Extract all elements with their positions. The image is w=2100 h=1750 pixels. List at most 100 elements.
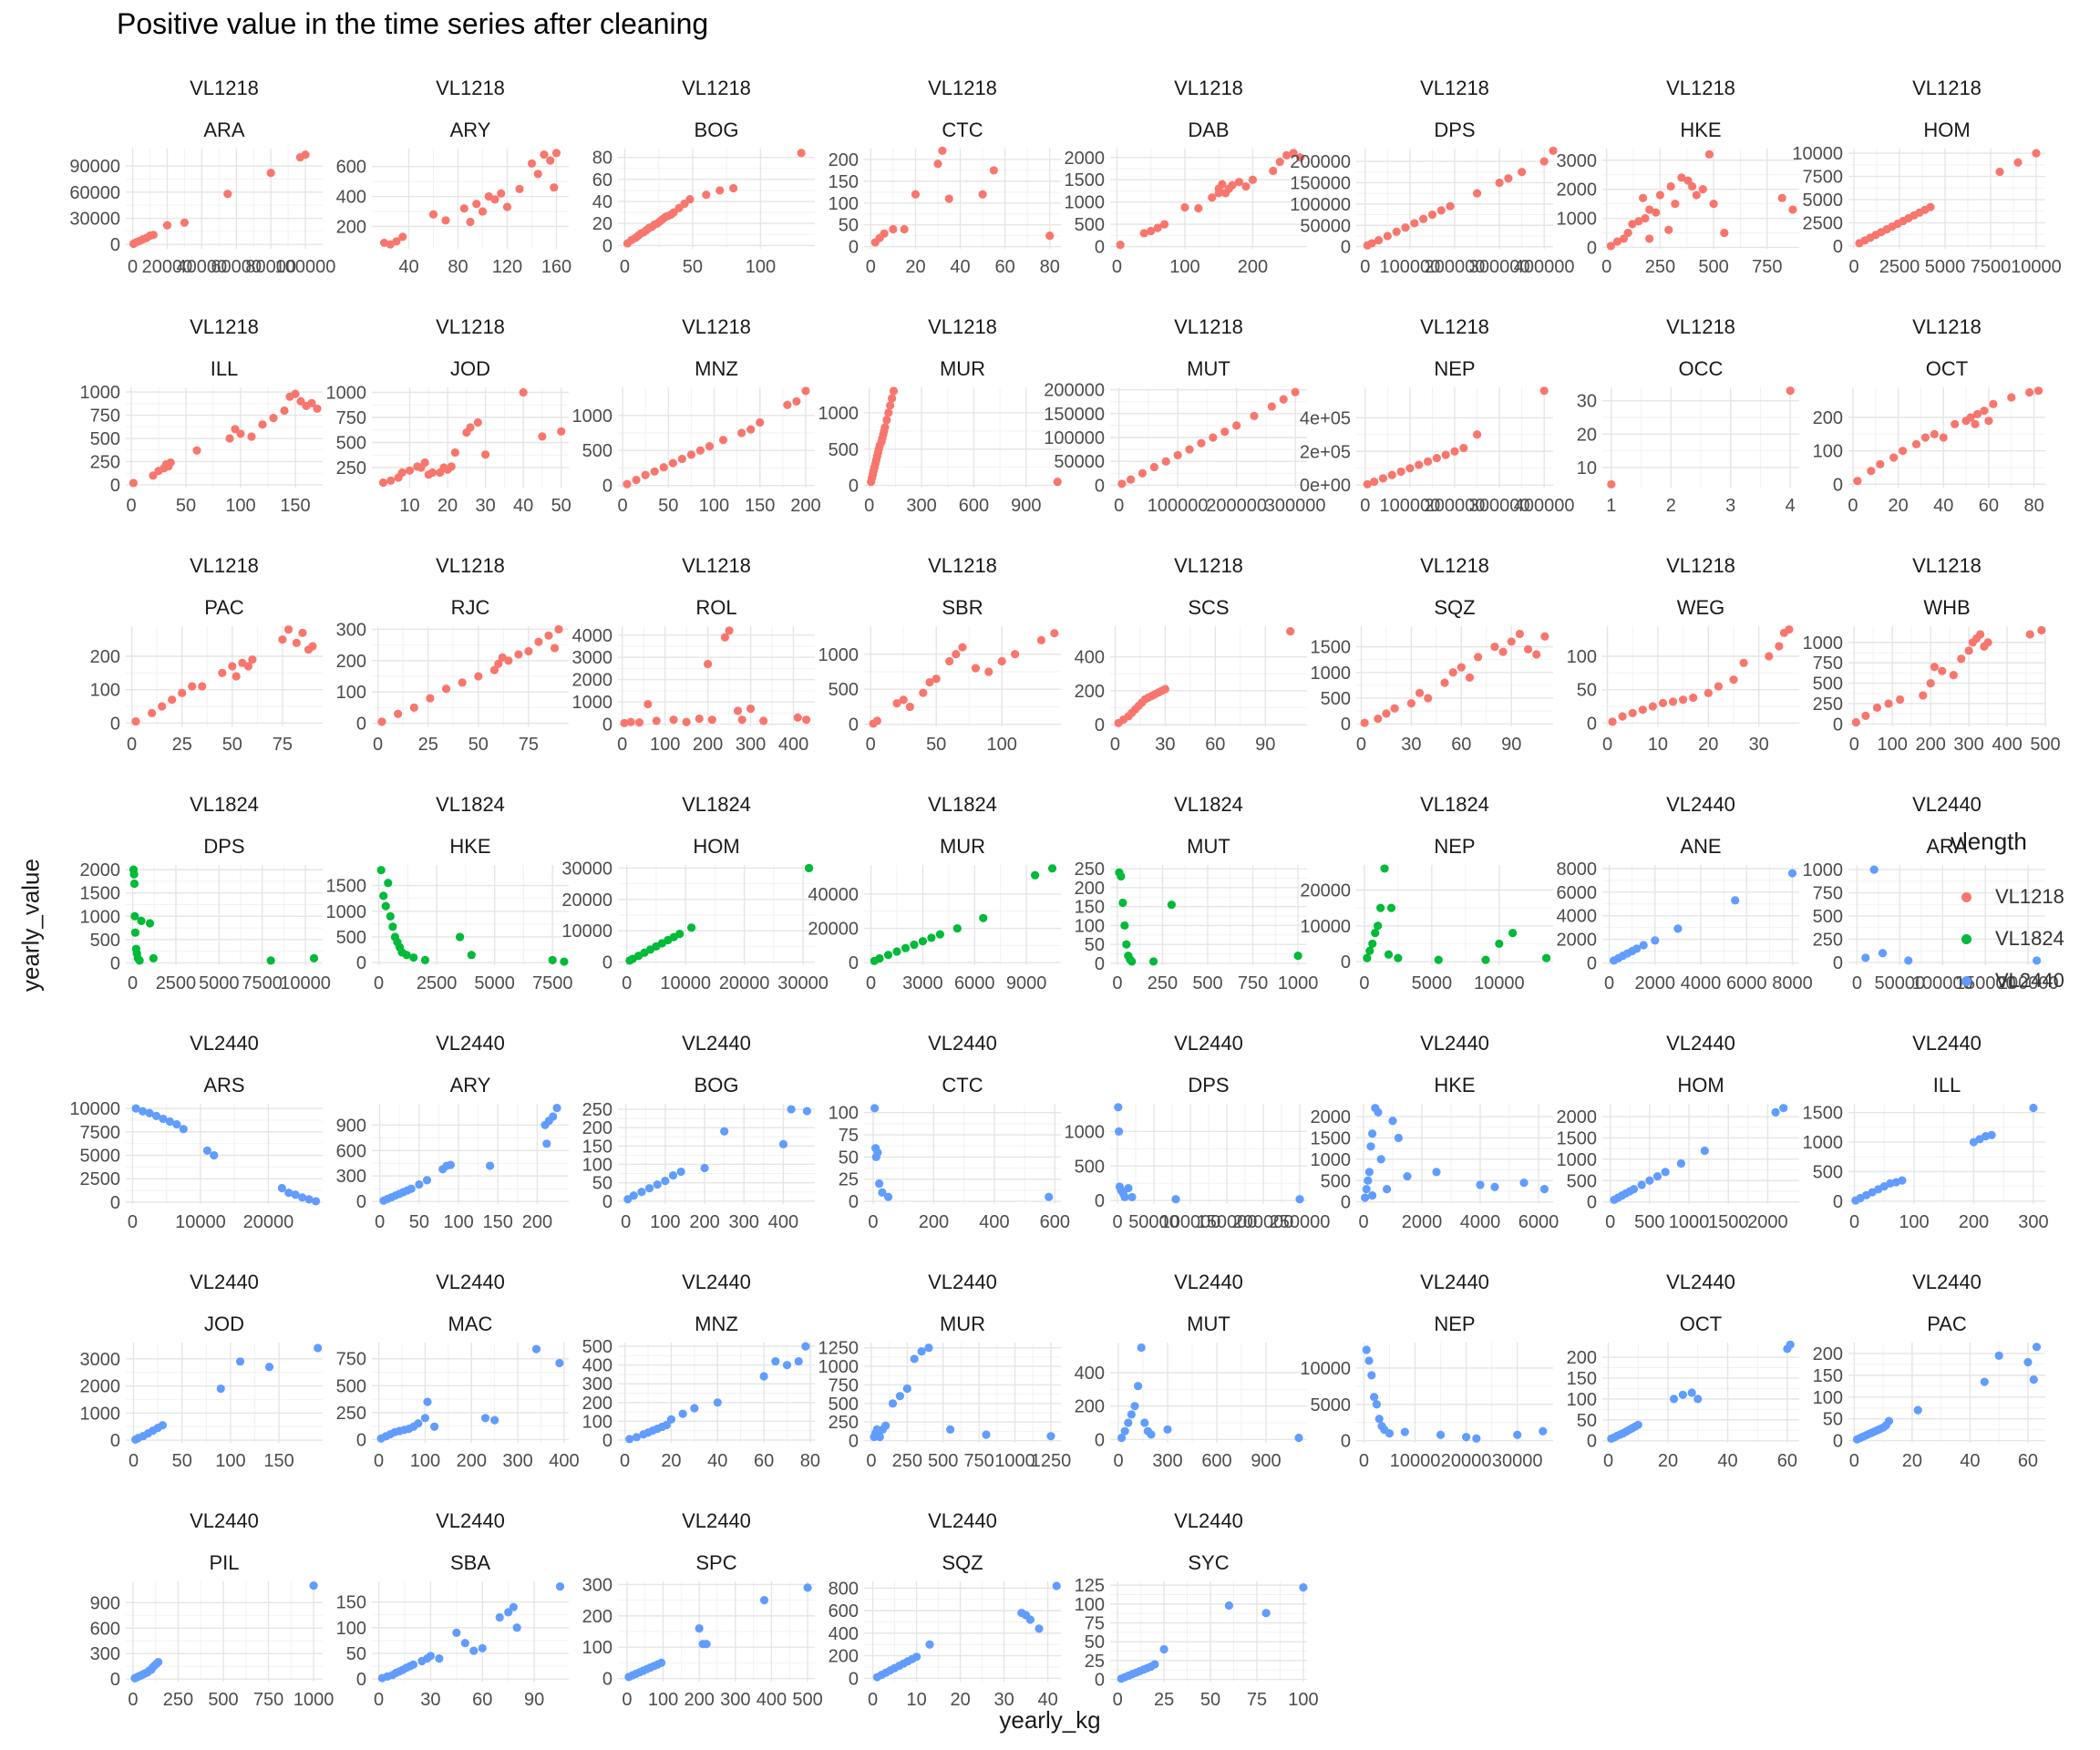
- data-point: [682, 717, 691, 726]
- data-point: [1269, 166, 1278, 176]
- data-point: [1011, 650, 1020, 659]
- x-tick-label: 0: [866, 1451, 876, 1471]
- y-tick-label: 0: [849, 953, 859, 973]
- y-tick-label: 500: [1321, 689, 1351, 709]
- data-point: [1150, 1660, 1159, 1669]
- data-point: [883, 951, 893, 960]
- data-point: [1448, 668, 1457, 677]
- x-tick-label: 50: [172, 1451, 192, 1471]
- data-point: [1515, 629, 1524, 639]
- data-point: [1632, 944, 1642, 953]
- data-point: [1911, 439, 1921, 448]
- data-point: [902, 1384, 911, 1394]
- strip-label-species: ILL: [211, 357, 239, 380]
- data-point: [1436, 206, 1446, 215]
- data-point: [695, 714, 704, 724]
- strip-label-vlength: VL1218: [928, 315, 997, 338]
- data-point: [1374, 714, 1383, 724]
- data-point: [466, 423, 475, 432]
- x-tick-label: 100: [1878, 735, 1908, 755]
- x-tick-label: 100: [746, 257, 776, 277]
- data-point: [129, 479, 138, 488]
- x-tick-label: 200: [1959, 1212, 1989, 1232]
- data-point: [504, 656, 513, 665]
- data-point: [1668, 697, 1678, 706]
- data-point: [145, 1108, 154, 1117]
- x-tick-label: 20: [661, 1451, 681, 1471]
- x-tick-label: 40: [513, 496, 533, 516]
- x-tick-label: 300: [502, 1451, 532, 1471]
- data-point: [555, 1582, 565, 1591]
- x-tick-label: 200000: [1206, 496, 1267, 516]
- x-tick-label: 500: [2030, 735, 2060, 755]
- data-point: [216, 1384, 225, 1394]
- data-point: [258, 420, 267, 429]
- y-tick-label: 1000: [572, 693, 613, 713]
- y-tick-label: 30: [1577, 392, 1597, 412]
- y-tick-label: 400: [336, 188, 366, 208]
- x-tick-label: 0: [868, 1212, 878, 1232]
- y-axis-title-text: yearly_value: [16, 859, 45, 992]
- data-point: [1387, 470, 1396, 479]
- x-tick-label: 40: [1717, 1451, 1737, 1471]
- data-point: [407, 1184, 416, 1193]
- strip-label-species: SPC: [695, 1551, 736, 1574]
- data-point: [1052, 1581, 1061, 1590]
- strip-label-vlength: VL1824: [928, 793, 997, 816]
- strip-label-species: MUR: [940, 1312, 985, 1335]
- strip-label-vlength: VL1218: [1420, 77, 1489, 99]
- y-tick-label: 2000: [1557, 931, 1598, 951]
- strip-label-species: PAC: [204, 596, 244, 619]
- x-tick-label: 90: [524, 1690, 544, 1710]
- data-point: [427, 468, 438, 478]
- x-tick-label: 4000: [1460, 1212, 1501, 1232]
- x-tick-label: 60: [754, 1451, 774, 1471]
- data-point: [1130, 1402, 1139, 1411]
- x-tick-label: 30000: [777, 973, 829, 993]
- data-point: [1930, 663, 1939, 672]
- facet-panel-vl1218-oct: VL1218 OCT 0 20 40 60 80 0 100 200: [1813, 315, 2045, 516]
- legend-title: vlength: [1951, 828, 2027, 855]
- data-point: [661, 1177, 670, 1186]
- strip-label-vlength: VL2440: [1912, 793, 1982, 816]
- data-point: [759, 716, 768, 726]
- x-tick-label: 60: [1979, 496, 1999, 516]
- x-tick-label: 30: [420, 1690, 440, 1710]
- y-tick-label: 100: [1813, 442, 1843, 462]
- facet-panel-vl2440-jod: VL2440 JOD 0 50 100 150 0 1000 2000 3000: [80, 1271, 323, 1471]
- data-point: [1539, 1426, 1548, 1436]
- y-tick-label: 1500: [1311, 638, 1352, 658]
- x-tick-label: 200: [1238, 257, 1268, 277]
- data-point: [1250, 411, 1259, 421]
- facet-panel-vl1218-hke: VL1218 HKE 0 250 500 750 0 1000 2000 3000: [1557, 77, 1799, 277]
- data-point: [1383, 1185, 1392, 1194]
- data-point: [1639, 941, 1648, 950]
- y-tick-label: 50: [346, 1644, 366, 1664]
- strip-label-vlength: VL1824: [682, 793, 751, 816]
- data-point: [1549, 146, 1558, 155]
- y-tick-label: 30000: [561, 859, 612, 879]
- x-tick-label: 10000: [1474, 973, 1525, 993]
- y-tick-label: 1500: [80, 884, 121, 904]
- data-point: [129, 870, 139, 879]
- x-tick-label: 40: [950, 257, 970, 277]
- data-point: [899, 695, 908, 705]
- data-point: [1361, 1193, 1370, 1202]
- x-tick-label: 500: [1192, 973, 1222, 993]
- x-tick-label: 5000: [474, 973, 515, 993]
- x-tick-label: 200: [689, 1212, 719, 1232]
- x-tick-label: 60: [472, 1690, 492, 1710]
- strip-label-species: HOM: [693, 835, 739, 858]
- data-point: [1904, 956, 1913, 965]
- data-point: [690, 1404, 699, 1413]
- x-tick-label: 2: [1666, 496, 1676, 516]
- data-point: [1651, 936, 1660, 945]
- x-tick-label: 900: [1251, 1451, 1281, 1471]
- data-point: [1163, 1425, 1172, 1434]
- x-tick-label: 0: [864, 496, 874, 516]
- data-point: [1785, 625, 1794, 634]
- data-point: [1282, 150, 1292, 160]
